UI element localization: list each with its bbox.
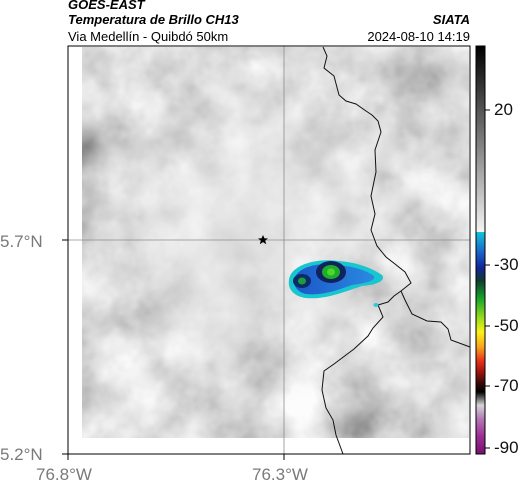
boundary-line: [321, 46, 412, 455]
lat-tick-label: 5.7°N: [0, 232, 43, 251]
product-title: Temperatura de Brillo CH13: [68, 12, 239, 27]
colorbar-tick-label: -90: [494, 438, 519, 457]
lat-tick-label: 5.2°N: [0, 445, 43, 464]
lon-tick-label: 76.8°W: [36, 465, 92, 484]
star-icon: [258, 235, 268, 245]
lon-tick-label: 76.3°W: [252, 465, 308, 484]
colorbar-color-segment: [476, 232, 485, 454]
datetime-label: 2024-08-10 14:19: [367, 29, 470, 44]
colorbar-tick-label: -30: [494, 255, 519, 274]
colorbar-tick-label: 20: [494, 100, 513, 119]
convective-cell: [288, 260, 384, 307]
satellite-title: GOES-EAST: [68, 0, 145, 12]
agency-label: SIATA: [432, 12, 470, 27]
colorbar-tick-label: -70: [494, 376, 519, 395]
colorbar-tick-label: -50: [494, 316, 519, 335]
location-subtitle: Via Medellín - Quibdó 50km: [68, 29, 229, 44]
map-frame: [67, 45, 471, 455]
colorbar-frame: [475, 45, 486, 455]
boundary-line-2: [400, 290, 471, 348]
cloud-field-overlay: [82, 47, 469, 438]
colorbar-gray-segment: [476, 46, 485, 232]
